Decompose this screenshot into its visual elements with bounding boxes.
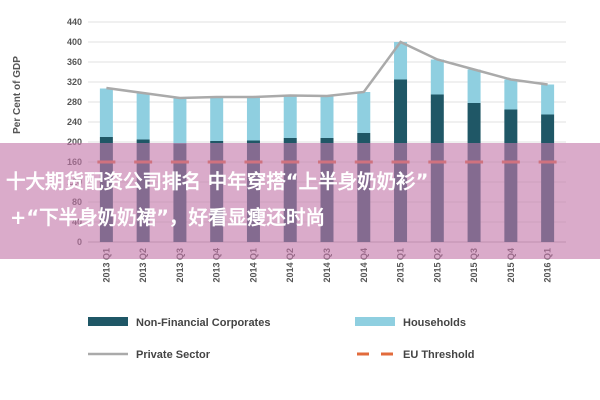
x-tick-label: 2013 Q1 (101, 248, 111, 283)
bar-households (467, 69, 481, 103)
x-tick-label: 2015 Q4 (506, 248, 516, 283)
bar-households (136, 93, 150, 140)
x-tick-label: 2014 Q1 (248, 248, 258, 283)
legend: Non-Financial Corporates Households Privat… (88, 317, 475, 361)
x-tick-label: 2013 Q4 (212, 248, 222, 283)
x-tick-label: 2014 Q4 (359, 248, 369, 283)
bar-households (173, 98, 187, 144)
x-tick-label: 2016 Q1 (543, 248, 553, 283)
x-tick-label: 2013 Q2 (138, 248, 148, 283)
line-private-sector (106, 40, 548, 100)
x-tick-label: 2013 Q3 (175, 248, 185, 283)
legend-swatch (355, 317, 395, 326)
y-axis-label: Per Cent of GDP (12, 56, 23, 134)
x-tick-label: 2015 Q1 (396, 248, 406, 283)
y-tick-label: 200 (67, 137, 82, 147)
y-tick-label: 240 (67, 117, 82, 127)
y-tick-label: 360 (67, 57, 82, 67)
y-tick-label: 280 (67, 97, 82, 107)
bar-households (283, 95, 297, 138)
legend-label: Households (403, 317, 466, 329)
bar-households (357, 92, 371, 133)
y-tick-label: 440 (67, 17, 82, 27)
bar-households (504, 79, 518, 110)
x-tick-label: 2015 Q3 (469, 248, 479, 283)
bar-households (541, 84, 555, 115)
x-tick-label: 2015 Q2 (432, 248, 442, 283)
legend-label: Non-Financial Corporates (136, 317, 270, 329)
y-tick-label: 400 (67, 37, 82, 47)
x-axis-ticks: 2013 Q1 2013 Q2 2013 Q3 2013 Q4 2014 Q1 2014 … (101, 248, 552, 283)
overlay-caption: 十大期货配资公司排名 中年穿搭“上半身奶奶衫” +“下半身奶奶裙”，好看显瘦还时… (6, 164, 596, 236)
overlay-caption-line-2: +“下半身奶奶裙”，好看显瘦还时尚 (10, 206, 325, 229)
x-tick-label: 2014 Q2 (285, 248, 295, 283)
bar-households (320, 96, 334, 138)
y-tick-label: 0 (77, 237, 82, 247)
legend-label: Private Sector (136, 349, 211, 361)
x-tick-label: 2014 Q3 (322, 248, 332, 283)
bar-households (394, 42, 408, 80)
overlay-caption-line-1: 十大期货配资公司排名 中年穿搭“上半身奶奶衫” (6, 170, 429, 193)
bar-households (430, 59, 444, 95)
bar-households (99, 88, 113, 137)
legend-swatch (88, 317, 128, 326)
y-tick-label: 320 (67, 77, 82, 87)
bar-households (246, 97, 260, 141)
legend-label: EU Threshold (403, 349, 475, 361)
bar-households (210, 97, 224, 141)
